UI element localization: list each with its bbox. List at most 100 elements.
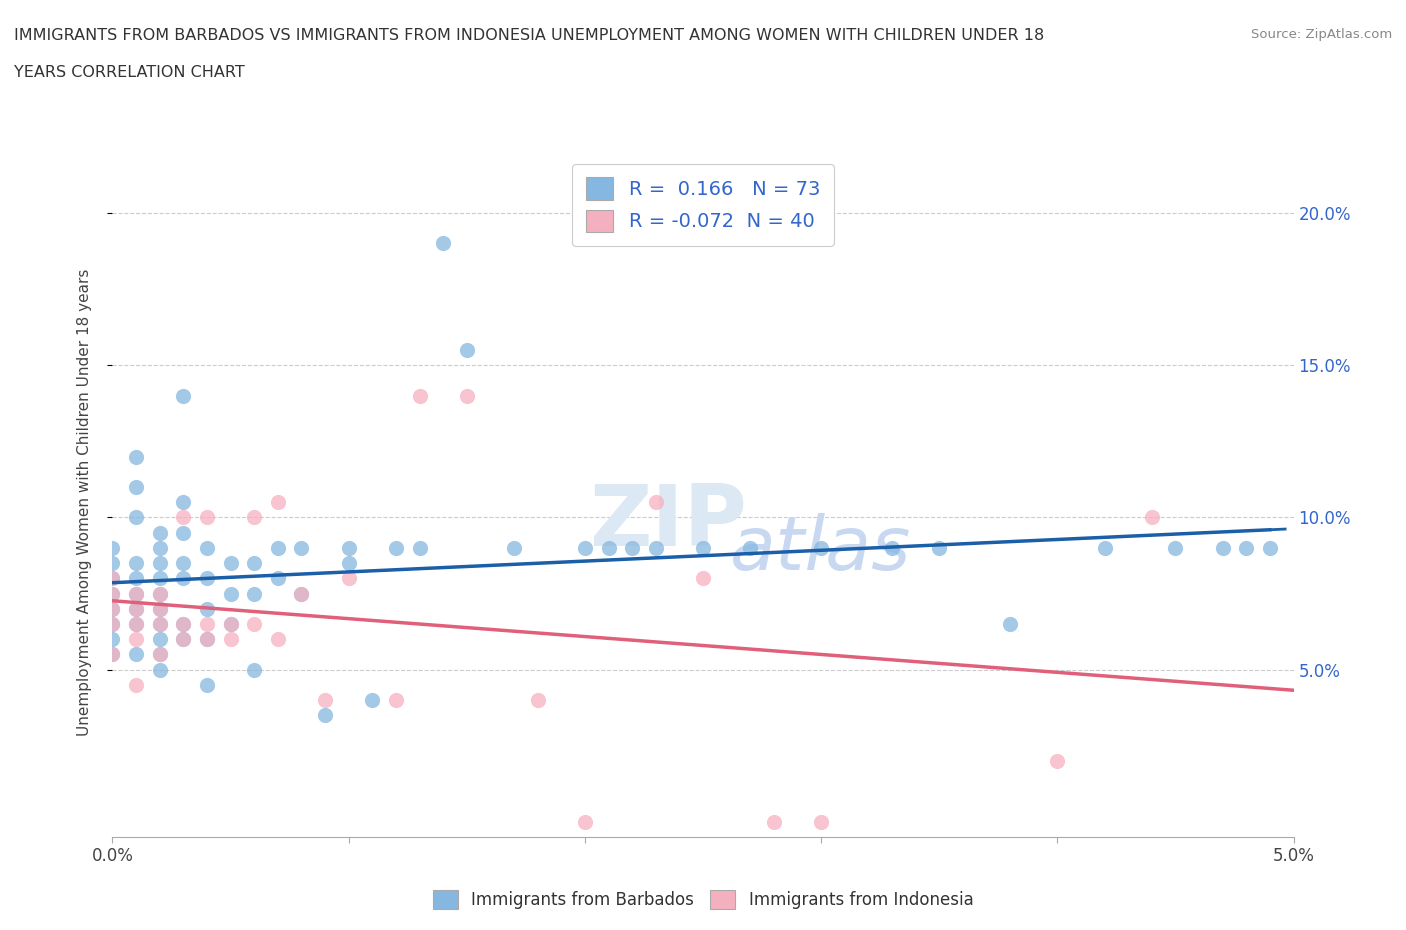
Point bbox=[125, 480, 148, 495]
Point bbox=[101, 647, 124, 662]
Point bbox=[267, 631, 290, 646]
Point bbox=[692, 540, 714, 555]
Point bbox=[125, 631, 148, 646]
Point bbox=[172, 571, 194, 586]
Point bbox=[337, 540, 360, 555]
Point bbox=[101, 571, 124, 586]
Point bbox=[149, 647, 172, 662]
Point bbox=[125, 617, 148, 631]
Point bbox=[219, 617, 242, 631]
Point bbox=[101, 586, 124, 601]
Point bbox=[243, 617, 266, 631]
Point bbox=[195, 677, 218, 692]
Point bbox=[101, 617, 124, 631]
Point bbox=[574, 540, 596, 555]
Point bbox=[149, 571, 172, 586]
Text: IMMIGRANTS FROM BARBADOS VS IMMIGRANTS FROM INDONESIA UNEMPLOYMENT AMONG WOMEN W: IMMIGRANTS FROM BARBADOS VS IMMIGRANTS F… bbox=[14, 28, 1045, 43]
Point bbox=[172, 495, 194, 510]
Point bbox=[361, 693, 384, 708]
Point bbox=[101, 602, 124, 617]
Point bbox=[598, 540, 620, 555]
Point bbox=[172, 617, 194, 631]
Point bbox=[195, 510, 218, 525]
Point bbox=[149, 540, 172, 555]
Point bbox=[149, 586, 172, 601]
Point bbox=[880, 540, 903, 555]
Point bbox=[149, 617, 172, 631]
Point bbox=[740, 540, 762, 555]
Point bbox=[172, 388, 194, 403]
Point bbox=[243, 662, 266, 677]
Point bbox=[243, 586, 266, 601]
Point bbox=[149, 586, 172, 601]
Point bbox=[125, 602, 148, 617]
Point bbox=[267, 540, 290, 555]
Point bbox=[928, 540, 950, 555]
Point bbox=[1046, 753, 1069, 768]
Point bbox=[149, 647, 172, 662]
Point bbox=[101, 586, 124, 601]
Point bbox=[125, 617, 148, 631]
Point bbox=[125, 677, 148, 692]
Point bbox=[149, 555, 172, 570]
Point bbox=[101, 540, 124, 555]
Point bbox=[290, 586, 312, 601]
Point bbox=[762, 815, 785, 830]
Point bbox=[101, 617, 124, 631]
Point bbox=[125, 586, 148, 601]
Point bbox=[125, 555, 148, 570]
Point bbox=[125, 602, 148, 617]
Point bbox=[195, 571, 218, 586]
Point bbox=[644, 495, 666, 510]
Point bbox=[172, 631, 194, 646]
Point bbox=[526, 693, 548, 708]
Point bbox=[290, 540, 312, 555]
Point bbox=[385, 540, 408, 555]
Point bbox=[1212, 540, 1234, 555]
Point bbox=[314, 708, 336, 723]
Point bbox=[456, 388, 478, 403]
Text: atlas: atlas bbox=[730, 513, 912, 585]
Point bbox=[125, 449, 148, 464]
Point bbox=[195, 631, 218, 646]
Point bbox=[149, 602, 172, 617]
Point bbox=[101, 571, 124, 586]
Point bbox=[195, 631, 218, 646]
Text: Source: ZipAtlas.com: Source: ZipAtlas.com bbox=[1251, 28, 1392, 41]
Point bbox=[644, 540, 666, 555]
Point bbox=[149, 525, 172, 540]
Point bbox=[149, 602, 172, 617]
Y-axis label: Unemployment Among Women with Children Under 18 years: Unemployment Among Women with Children U… bbox=[77, 269, 91, 736]
Point bbox=[195, 602, 218, 617]
Point bbox=[337, 571, 360, 586]
Point bbox=[385, 693, 408, 708]
Point bbox=[172, 510, 194, 525]
Point bbox=[125, 571, 148, 586]
Point bbox=[998, 617, 1021, 631]
Point bbox=[101, 602, 124, 617]
Point bbox=[692, 571, 714, 586]
Point bbox=[149, 631, 172, 646]
Point bbox=[243, 555, 266, 570]
Point bbox=[101, 631, 124, 646]
Point bbox=[172, 555, 194, 570]
Point bbox=[267, 571, 290, 586]
Point bbox=[172, 617, 194, 631]
Point bbox=[503, 540, 526, 555]
Point bbox=[456, 342, 478, 357]
Point bbox=[219, 631, 242, 646]
Point bbox=[195, 617, 218, 631]
Point bbox=[1234, 540, 1257, 555]
Point bbox=[1140, 510, 1163, 525]
Point bbox=[810, 815, 832, 830]
Point bbox=[125, 510, 148, 525]
Point bbox=[219, 617, 242, 631]
Point bbox=[149, 662, 172, 677]
Point bbox=[172, 631, 194, 646]
Point bbox=[172, 525, 194, 540]
Point bbox=[574, 815, 596, 830]
Point bbox=[314, 693, 336, 708]
Point bbox=[408, 540, 430, 555]
Point bbox=[195, 540, 218, 555]
Point bbox=[149, 617, 172, 631]
